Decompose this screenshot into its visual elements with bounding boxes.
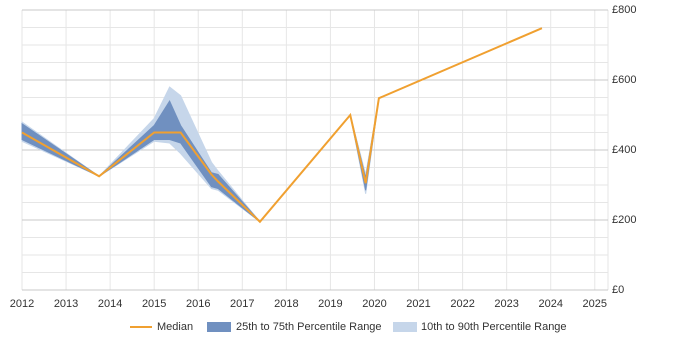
- x-tick-label: 2024: [538, 298, 562, 310]
- x-tick-label: 2019: [318, 298, 342, 310]
- x-tick-label: 2013: [54, 298, 78, 310]
- legend-swatch: [207, 322, 231, 332]
- x-tick-label: 2015: [142, 298, 166, 310]
- x-tick-label: 2016: [186, 298, 210, 310]
- legend-label: 25th to 75th Percentile Range: [236, 321, 382, 333]
- x-tick-label: 2025: [583, 298, 607, 310]
- y-tick-label: £0: [612, 284, 624, 296]
- y-tick-label: £800: [612, 4, 636, 16]
- percentile-band: [21, 27, 543, 223]
- x-tick-label: 2012: [10, 298, 34, 310]
- x-tick-label: 2020: [362, 298, 386, 310]
- x-tick-label: 2018: [274, 298, 298, 310]
- legend-label: 10th to 90th Percentile Range: [421, 321, 567, 333]
- percentile-band: [21, 27, 543, 223]
- x-tick-label: 2017: [230, 298, 254, 310]
- y-tick-label: £400: [612, 144, 636, 156]
- legend-swatch: [393, 322, 417, 332]
- x-tick-label: 2022: [450, 298, 474, 310]
- legend-label: Median: [157, 321, 193, 333]
- x-tick-label: 2023: [494, 298, 518, 310]
- y-tick-label: £200: [612, 214, 636, 226]
- x-tick-label: 2014: [98, 298, 122, 310]
- median-line: [21, 27, 543, 224]
- y-tick-label: £600: [612, 74, 636, 86]
- x-tick-label: 2021: [406, 298, 430, 310]
